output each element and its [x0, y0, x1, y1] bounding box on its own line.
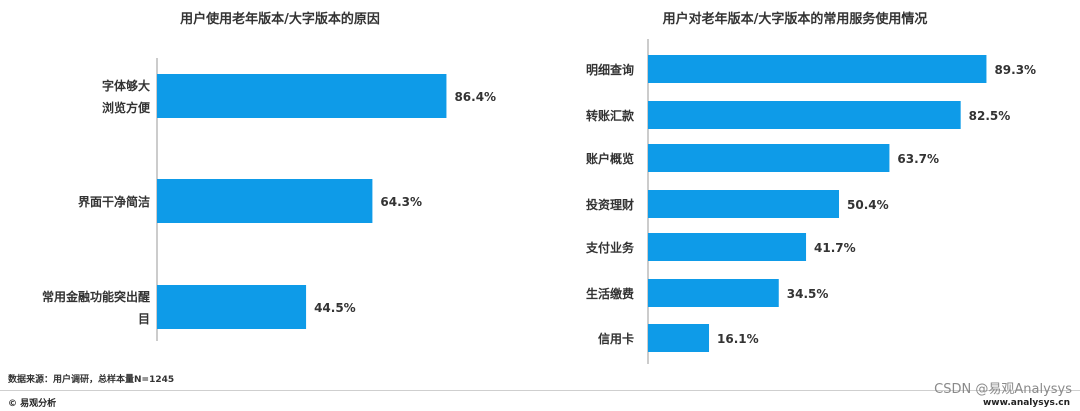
left-value-label-2: 44.5%	[314, 301, 356, 315]
left-value-label-1: 64.3%	[380, 195, 422, 209]
right-value-label-5: 34.5%	[787, 287, 829, 301]
right-category-label-3-0: 投资理财	[586, 197, 634, 212]
site-url: www.analysys.cn	[982, 398, 1070, 408]
right-value-label-2: 63.7%	[897, 152, 939, 166]
right-bar-2	[648, 144, 890, 172]
left-category-label-0-0: 字体够大	[102, 78, 150, 93]
right-chart-title: 用户对老年版本/大字版本的常用服务使用情况	[662, 12, 928, 27]
left-category-label-0-1: 浏览方便	[102, 100, 151, 115]
right-value-label-1: 82.5%	[969, 109, 1011, 123]
credit-mark: CSDN @易观Analysys	[934, 382, 1072, 397]
left-bar-0	[157, 74, 447, 118]
left-value-label-0: 86.4%	[454, 90, 496, 104]
right-category-label-6-0: 信用卡	[598, 331, 634, 346]
left-category-label-1-0: 界面干净简洁	[78, 194, 150, 209]
copyright-text: © 易观分析	[8, 399, 57, 409]
left-chart-title: 用户使用老年版本/大字版本的原因	[180, 12, 380, 27]
right-bar-5	[648, 279, 779, 307]
right-bar-3	[648, 190, 840, 218]
left-bar-1	[157, 179, 373, 223]
footer-divider	[0, 390, 1080, 391]
right-category-label-5-0: 生活缴费	[586, 286, 634, 301]
right-value-label-0: 89.3%	[994, 63, 1036, 77]
right-bar-1	[648, 101, 961, 129]
right-value-label-4: 41.7%	[814, 241, 856, 255]
left-bar-2	[157, 285, 307, 329]
right-value-label-3: 50.4%	[847, 198, 889, 212]
right-bar-0	[648, 55, 987, 83]
right-bar-6	[648, 324, 710, 352]
right-category-label-0-0: 明细查询	[586, 62, 634, 77]
right-category-label-2-0: 账户概览	[586, 151, 634, 166]
right-category-label-1-0: 转账汇款	[586, 108, 635, 123]
right-value-label-6: 16.1%	[717, 332, 759, 346]
right-bar-4	[648, 233, 807, 261]
left-category-label-2-1: 目	[138, 312, 150, 326]
data-source-note: 数据来源：用户调研，总样本量N=1245	[8, 375, 175, 385]
right-category-label-4-0: 支付业务	[585, 240, 635, 255]
left-category-label-2-0: 常用金融功能突出醒	[42, 289, 150, 304]
